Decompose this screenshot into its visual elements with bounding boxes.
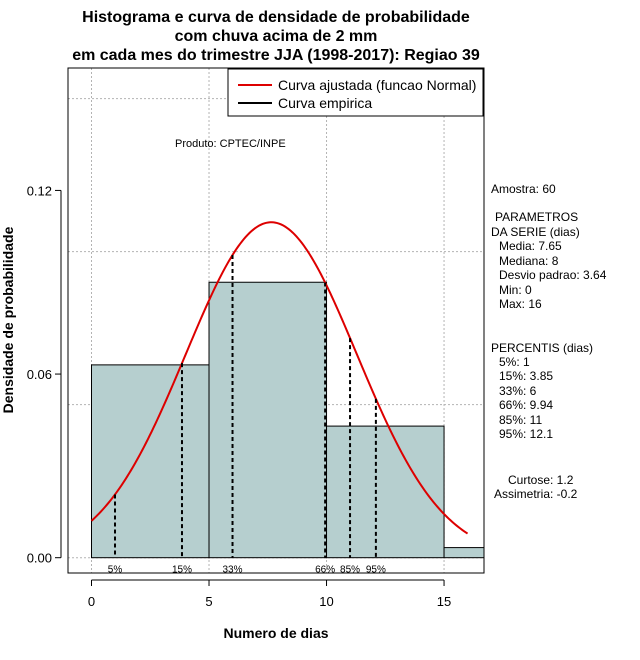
histogram-bar <box>91 364 210 559</box>
x-axis-label: Numero de dias <box>223 625 328 641</box>
param-title-1: PARAMETROS <box>495 210 578 224</box>
axes: 0 5 10 15 0.00 0.06 0.12 <box>27 183 452 609</box>
percentile-lines: 5% 15% 33% 66% 85% 95% <box>108 255 386 576</box>
stats-panel: Amostra: 60 PARAMETROS DA SERIE (dias) M… <box>491 182 607 501</box>
product-annotation: Produto: CPTEC/INPE <box>175 138 286 150</box>
x-tick-label: 0 <box>88 594 95 609</box>
param-title-2: DA SERIE (dias) <box>491 225 580 239</box>
chart-title: Histograma e curva de densidade de proba… <box>72 9 480 64</box>
param-max: Max: 16 <box>499 297 542 311</box>
histogram-bars <box>91 281 485 559</box>
param-media: Media: 7.65 <box>499 239 562 253</box>
legend: Curva ajustada (funcao Normal) Curva emp… <box>227 68 484 117</box>
percentil-66: 66%: 9.94 <box>499 398 553 412</box>
legend-label-normal: Curva ajustada (funcao Normal) <box>278 77 476 93</box>
percentil-95: 95%: 12.1 <box>499 427 553 441</box>
y-tick-label: 0.12 <box>27 183 52 198</box>
param-min: Min: 0 <box>499 283 532 297</box>
y-tick-label: 0.00 <box>27 551 52 566</box>
legend-label-empirica: Curva empirica <box>278 95 372 111</box>
param-mediana: Mediana: 8 <box>499 254 559 268</box>
percentile-label: 33% <box>223 565 243 576</box>
x-tick-label: 10 <box>319 594 333 609</box>
x-tick-label: 5 <box>205 594 212 609</box>
histogram-bar <box>326 425 445 559</box>
x-tick-label: 15 <box>437 594 451 609</box>
percentile-label: 95% <box>366 565 386 576</box>
histogram-bar <box>443 547 485 559</box>
title-line-2: com chuva acima de 2 mm <box>175 28 378 45</box>
percentil-5: 5%: 1 <box>499 355 530 369</box>
percentile-label: 15% <box>172 565 192 576</box>
normal-curve <box>90 221 469 535</box>
y-tick-label: 0.06 <box>27 367 52 382</box>
percentil-85: 85%: 11 <box>499 413 542 427</box>
title-line-3: em cada mes do trimestre JJA (1998-2017)… <box>72 47 480 64</box>
percentile-label: 5% <box>108 565 123 576</box>
percentile-label: 85% <box>340 565 360 576</box>
histogram-bar <box>208 281 328 559</box>
y-axis-label: Densidade de probabilidade <box>0 226 16 413</box>
param-desvio: Desvio padrao: 3.64 <box>499 268 607 282</box>
normal-curve-layer <box>90 221 469 535</box>
percentil-33: 33%: 6 <box>499 384 537 398</box>
legend-box <box>227 68 484 117</box>
amostra-text: Amostra: 60 <box>491 182 556 196</box>
percentil-15: 15%: 3.85 <box>499 369 553 383</box>
curtose-text: Curtose: 1.2 <box>508 473 574 487</box>
percentile-label: 66% <box>315 565 335 576</box>
plot-frame <box>67 67 485 574</box>
assimetria-text: Assimetria: -0.2 <box>494 487 578 501</box>
title-line-1: Histograma e curva de densidade de proba… <box>82 9 470 26</box>
percentis-title: PERCENTIS (dias) <box>491 341 593 355</box>
